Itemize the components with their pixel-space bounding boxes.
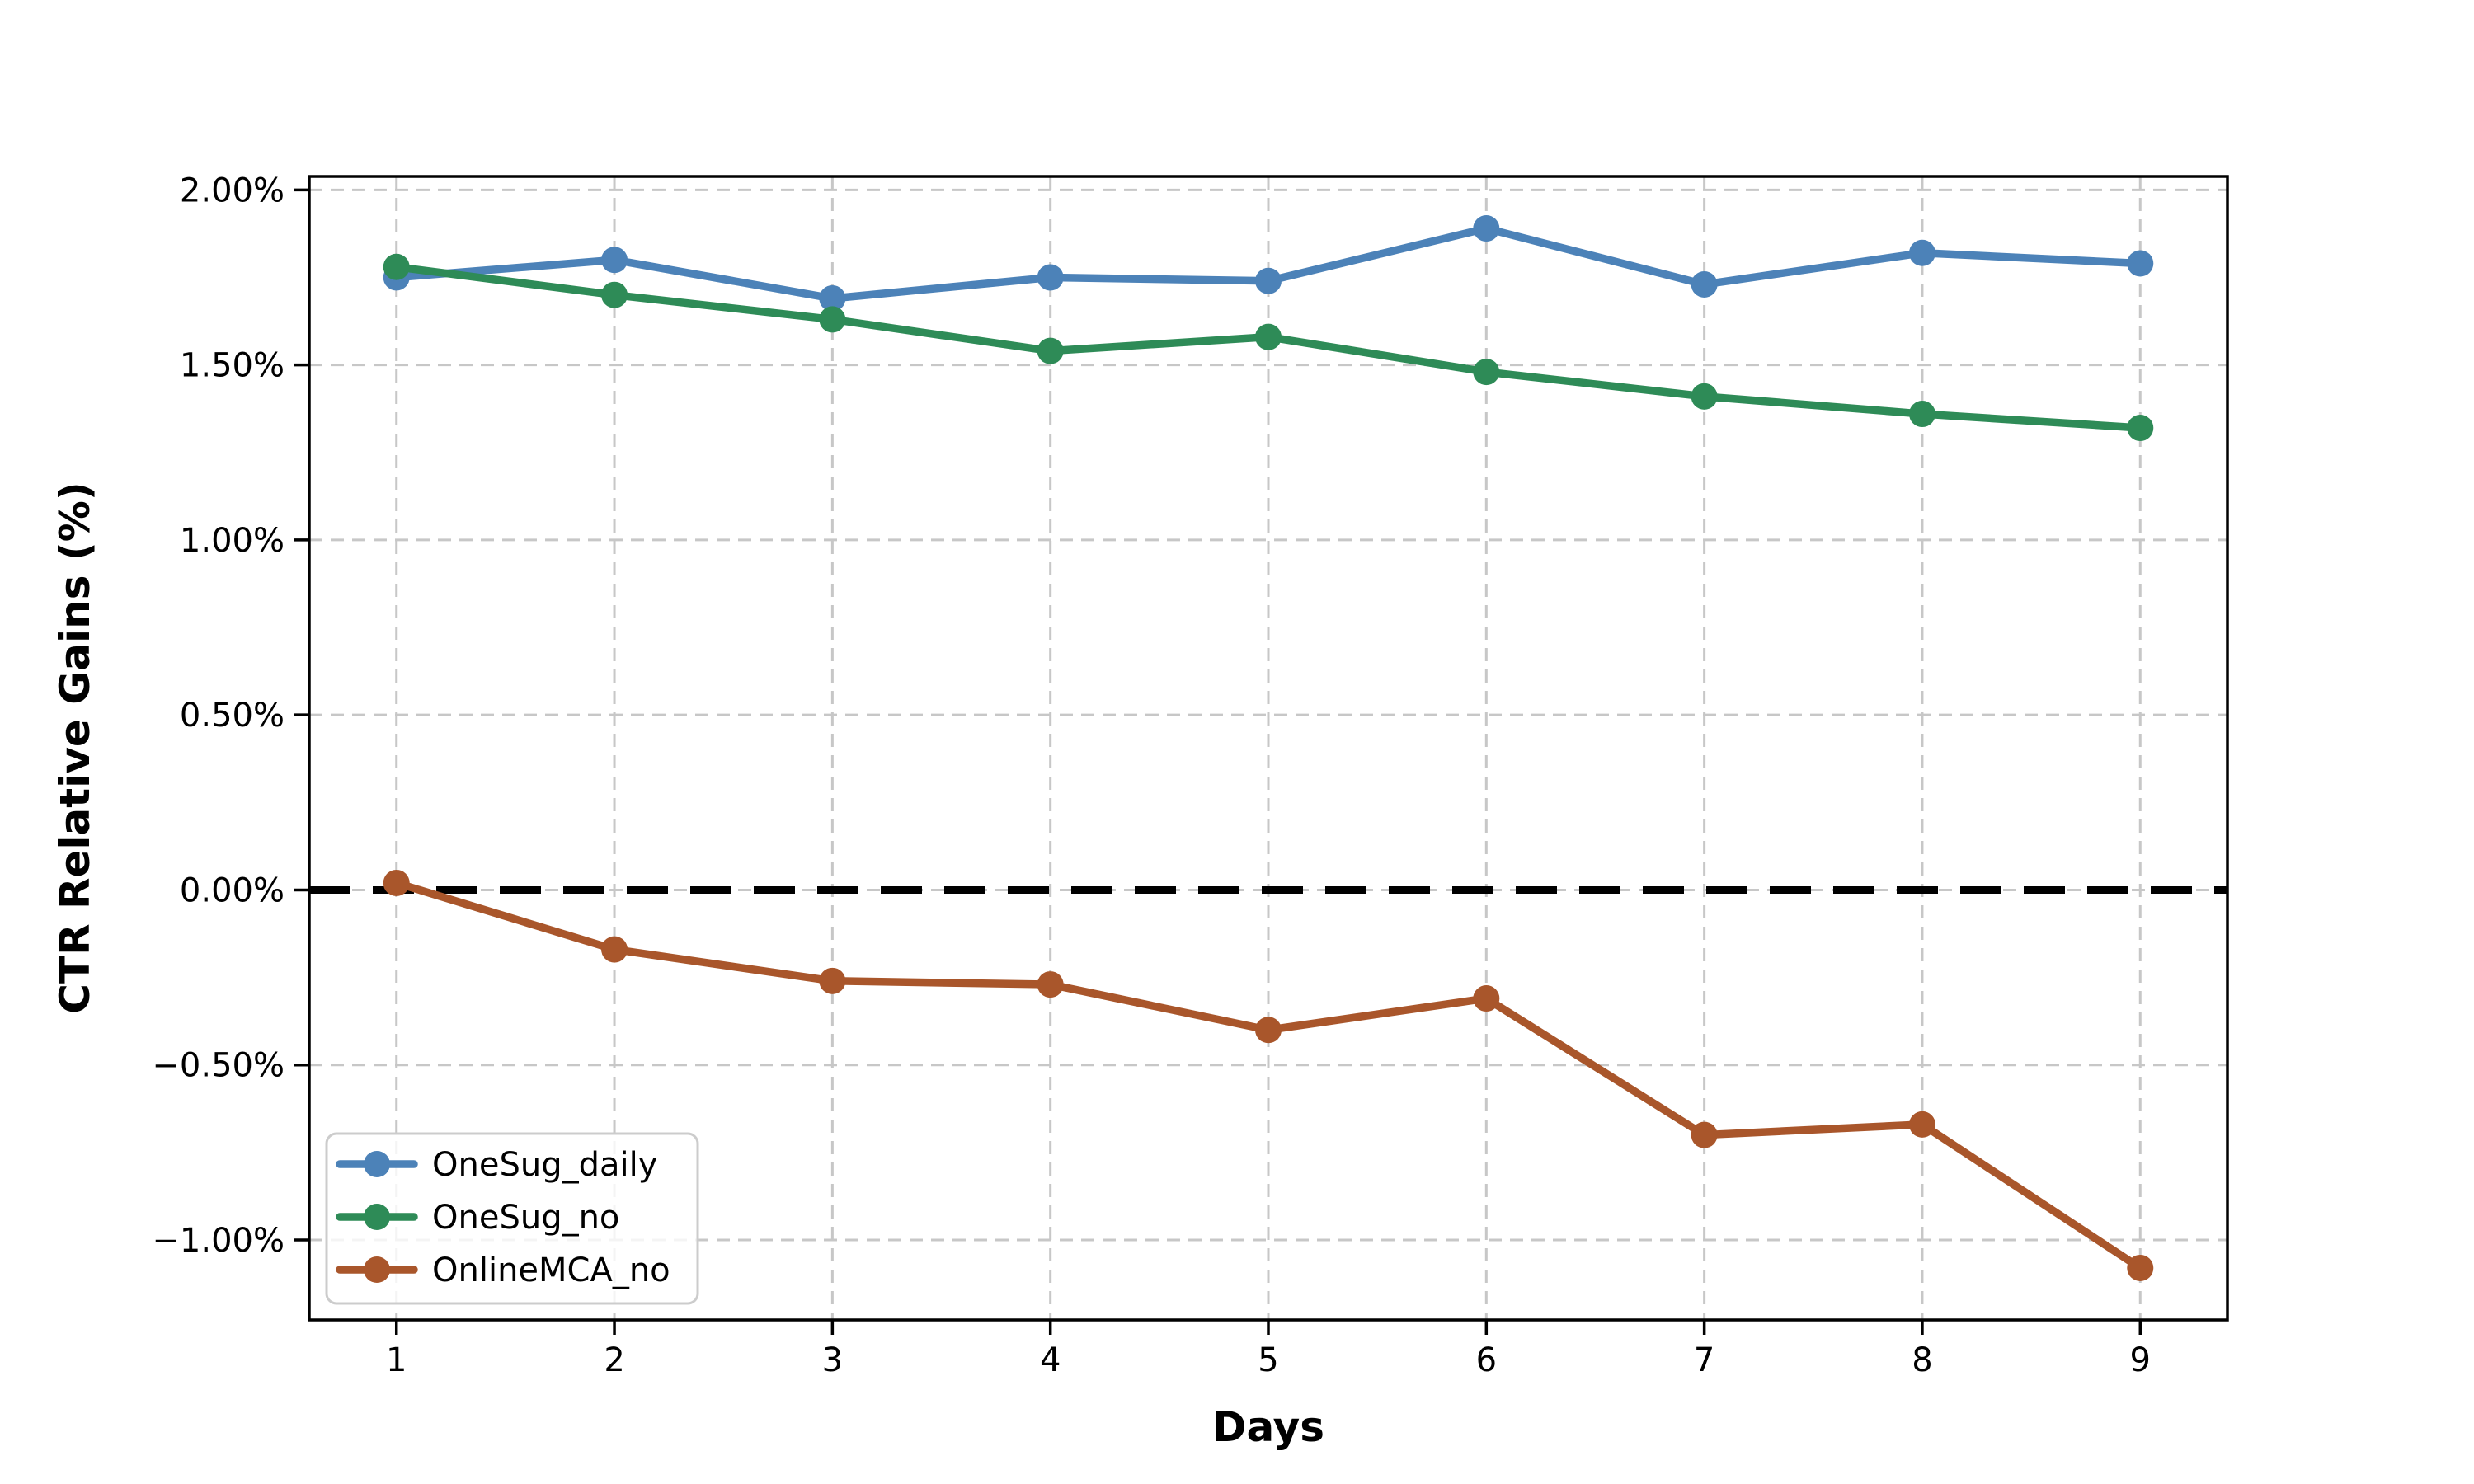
- legend-label-OnlineMCA_no: OnlineMCA_no: [432, 1252, 670, 1289]
- y-tick-label: 2.00%: [180, 171, 285, 209]
- data-point-OnlineMCA_no-day3: [819, 967, 846, 994]
- data-point-OneSug_daily-day5: [1255, 267, 1282, 294]
- legend-marker-OneSug_daily: [364, 1151, 390, 1177]
- data-point-OnlineMCA_no-day8: [1908, 1111, 1935, 1138]
- y-tick-label: 0.00%: [180, 871, 285, 909]
- legend-box: [325, 1132, 699, 1305]
- y-tick-label: 1.50%: [180, 347, 285, 385]
- x-tick-label: 1: [386, 1341, 407, 1379]
- legend-marker-OnlineMCA_no: [364, 1256, 390, 1283]
- x-tick-label: 2: [604, 1341, 624, 1379]
- data-point-OnlineMCA_no-day5: [1255, 1017, 1282, 1044]
- x-tick-label: 3: [822, 1341, 843, 1379]
- data-point-OnlineMCA_no-day9: [2127, 1254, 2154, 1281]
- data-point-OneSug_no-day6: [1473, 359, 1500, 386]
- data-point-OnlineMCA_no-day2: [601, 936, 628, 963]
- y-tick-label: 1.00%: [180, 522, 285, 560]
- y-tick-label: −1.00%: [152, 1222, 285, 1260]
- data-point-OnlineMCA_no-day4: [1037, 971, 1064, 998]
- data-point-OneSug_no-day4: [1037, 337, 1064, 364]
- data-point-OneSug_daily-day9: [2127, 250, 2154, 277]
- data-point-OneSug_no-day8: [1908, 401, 1935, 428]
- data-point-OneSug_no-day3: [819, 306, 846, 333]
- x-tick-label: 7: [1694, 1341, 1714, 1379]
- data-point-OnlineMCA_no-day7: [1691, 1121, 1718, 1148]
- legend-marker-OneSug_no: [364, 1204, 390, 1230]
- data-point-OneSug_no-day5: [1255, 323, 1282, 350]
- data-point-OneSug_no-day9: [2127, 415, 2154, 442]
- legend-label-OneSug_no: OneSug_no: [432, 1199, 619, 1237]
- x-axis-title: Days: [1212, 1403, 1324, 1451]
- data-point-OneSug_no-day1: [383, 253, 410, 280]
- data-point-OneSug_daily-day7: [1691, 270, 1718, 298]
- y-axis-title: CTR Relative Gains (%): [51, 481, 99, 1013]
- legend: OneSug_daily OneSug_no OnlineMCA_no: [325, 1132, 699, 1305]
- x-tick-label: 4: [1040, 1341, 1061, 1379]
- x-tick-label: 9: [2130, 1341, 2151, 1379]
- tick-labels: 1 2 3 4 5 6 7 8 9 2.00% 1.50% 1.00% 0.50% 0.00% −0.50%…: [152, 171, 2151, 1379]
- data-point-OneSug_daily-day3: [819, 284, 846, 312]
- data-point-OneSug_no-day2: [601, 281, 628, 308]
- data-point-OneSug_daily-day2: [601, 247, 628, 274]
- x-tick-label: 6: [1476, 1341, 1497, 1379]
- data-point-OnlineMCA_no-day1: [383, 869, 410, 896]
- x-tick-label: 5: [1258, 1341, 1278, 1379]
- y-tick-label: −0.50%: [152, 1047, 285, 1085]
- series-lines: [383, 215, 2154, 1281]
- data-point-OneSug_daily-day6: [1473, 215, 1500, 242]
- x-tick-label: 8: [1912, 1341, 1932, 1379]
- y-tick-label: 0.50%: [180, 697, 285, 735]
- legend-label-OneSug_daily: OneSug_daily: [432, 1146, 657, 1184]
- data-point-OneSug_daily-day8: [1908, 239, 1935, 266]
- data-point-OnlineMCA_no-day6: [1473, 985, 1500, 1012]
- data-point-OneSug_daily-day4: [1037, 264, 1064, 291]
- data-point-OneSug_no-day7: [1691, 383, 1718, 410]
- tick-marks: [294, 188, 2142, 1335]
